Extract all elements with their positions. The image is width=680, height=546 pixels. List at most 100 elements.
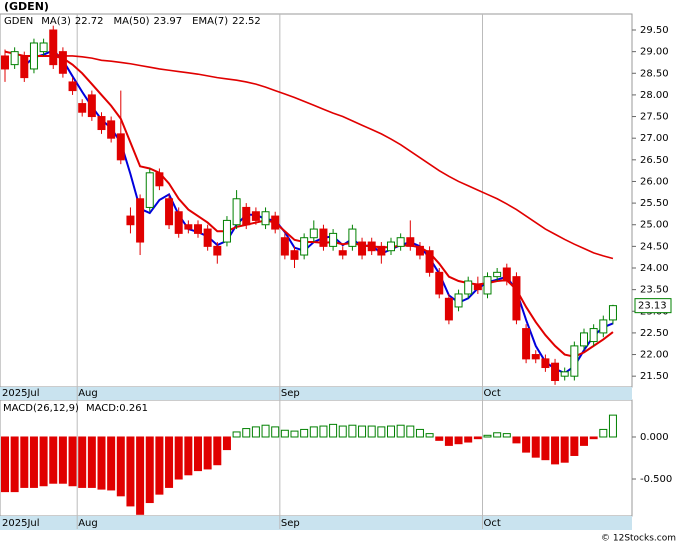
histogram-bar bbox=[502, 433, 511, 438]
histogram-bar bbox=[415, 428, 424, 438]
candle-body bbox=[155, 172, 164, 187]
candle-body bbox=[280, 237, 289, 256]
histogram-bar bbox=[68, 436, 77, 487]
y-tick-label: 22.00 bbox=[640, 350, 669, 361]
y-tick-label: 28.50 bbox=[640, 68, 669, 79]
candle-body bbox=[290, 250, 299, 260]
candle-body bbox=[464, 280, 473, 295]
candle-body bbox=[78, 103, 87, 113]
y-tick-label: 27.00 bbox=[640, 133, 669, 144]
histogram-bar bbox=[87, 436, 96, 488]
histogram-bar bbox=[194, 436, 202, 472]
candle-body bbox=[97, 116, 106, 131]
y-tick-label: 29.00 bbox=[640, 47, 669, 58]
histogram-bar bbox=[406, 425, 415, 438]
line-series bbox=[53, 53, 614, 260]
candle-body bbox=[251, 211, 260, 221]
histogram-bar bbox=[251, 426, 260, 438]
histogram-bar bbox=[271, 426, 280, 438]
candle-body bbox=[338, 250, 347, 256]
legend-name: MA(3) bbox=[41, 16, 71, 27]
panel-title: MACD(26,12,9) bbox=[3, 403, 79, 414]
candle-body bbox=[444, 297, 453, 321]
y-tick-label: 21.50 bbox=[640, 371, 669, 382]
histogram-bar bbox=[608, 414, 617, 438]
y-tick-label: 25.00 bbox=[640, 220, 669, 231]
candle-body bbox=[560, 371, 569, 377]
histogram-bar bbox=[473, 436, 482, 440]
histogram-bar bbox=[454, 436, 463, 445]
candle-body bbox=[608, 305, 617, 321]
legend-name: EMA(7) bbox=[192, 16, 228, 27]
candle-body bbox=[551, 362, 560, 382]
last-price-box bbox=[634, 298, 672, 314]
legend-value: 23.97 bbox=[154, 16, 183, 27]
candle-body bbox=[493, 271, 502, 278]
chart-title: (GDEN) bbox=[4, 0, 49, 13]
x-tick-label: 2025Jul bbox=[2, 388, 40, 399]
candle-body bbox=[396, 237, 405, 247]
candle-body bbox=[483, 276, 492, 295]
histogram-bar bbox=[20, 436, 29, 488]
y-tick-label: 26.50 bbox=[640, 155, 669, 166]
y-tick-label: 24.00 bbox=[640, 263, 669, 274]
candle-body bbox=[184, 224, 193, 230]
histogram-bar bbox=[570, 436, 579, 456]
histogram-bar bbox=[580, 436, 588, 446]
x-tick-label: Sep bbox=[281, 388, 300, 399]
histogram-bar bbox=[300, 428, 309, 438]
histogram-bar bbox=[464, 436, 473, 443]
histogram-bar bbox=[39, 436, 48, 487]
histogram-bar bbox=[232, 431, 241, 438]
candle-body bbox=[213, 245, 222, 256]
legend-value: 22.72 bbox=[75, 16, 104, 27]
x-tick-label: Aug bbox=[78, 388, 98, 399]
histogram-bar bbox=[213, 436, 222, 466]
histogram-bar bbox=[116, 436, 125, 497]
candle-body bbox=[87, 94, 96, 118]
candle-body bbox=[502, 267, 511, 282]
y-tick-label: 0.000 bbox=[640, 432, 669, 443]
histogram-bar bbox=[522, 436, 531, 453]
y-tick-label: 23.50 bbox=[640, 285, 669, 296]
histogram-bar bbox=[1, 436, 9, 493]
histogram-bar bbox=[222, 436, 231, 451]
y-tick-label: 27.50 bbox=[640, 112, 669, 123]
histogram-bar bbox=[58, 436, 67, 484]
candle-body bbox=[541, 358, 550, 369]
candle-body bbox=[203, 228, 212, 247]
histogram-bar bbox=[10, 436, 19, 493]
candle-body bbox=[309, 228, 318, 239]
histogram-bar bbox=[290, 430, 299, 438]
line-series bbox=[4, 50, 614, 358]
histogram-bar bbox=[338, 425, 347, 438]
candle-body bbox=[49, 29, 58, 66]
histogram-bar bbox=[261, 424, 270, 438]
x-tick-label: Oct bbox=[484, 388, 501, 399]
candle-body bbox=[319, 228, 328, 247]
histogram-bar bbox=[589, 436, 598, 440]
candle-body bbox=[1, 55, 9, 70]
candle-body bbox=[232, 198, 241, 226]
histogram-bar bbox=[512, 436, 521, 444]
candle-body bbox=[68, 81, 77, 92]
candle-body bbox=[599, 319, 608, 334]
legend-symbol: GDEN bbox=[4, 16, 33, 27]
candle-body bbox=[136, 198, 145, 243]
candle-body bbox=[300, 237, 309, 256]
candle-body bbox=[367, 241, 376, 252]
histogram-bar bbox=[531, 436, 540, 458]
candle-body bbox=[194, 224, 202, 234]
histogram-bar bbox=[155, 436, 164, 495]
candle-body bbox=[454, 293, 463, 308]
histogram-bar bbox=[551, 436, 560, 465]
histogram-bar bbox=[329, 423, 338, 438]
candle-body bbox=[29, 42, 38, 70]
candle-body bbox=[222, 219, 231, 243]
y-tick-label: 29.50 bbox=[640, 25, 669, 36]
histogram-bar bbox=[174, 436, 183, 480]
y-tick-label: -0.500 bbox=[640, 474, 672, 485]
candle-body bbox=[10, 51, 19, 66]
histogram-bar bbox=[396, 424, 405, 438]
